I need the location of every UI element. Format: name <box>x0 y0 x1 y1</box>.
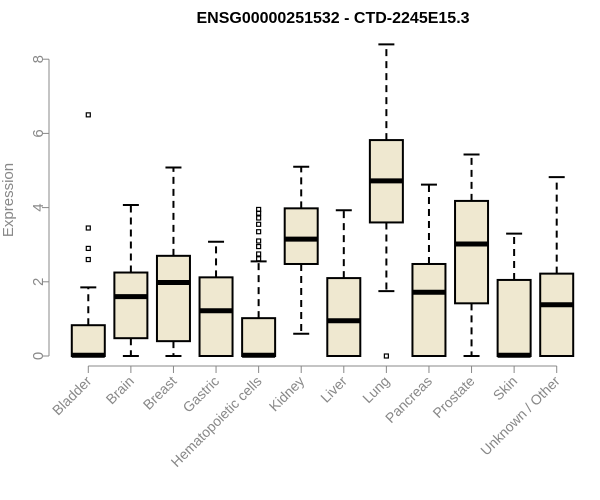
box-rect <box>496 278 532 358</box>
outlier-point <box>256 206 262 213</box>
x-tick-label: Lung <box>359 373 392 406</box>
y-tick-label: 0 <box>30 352 47 360</box>
outlier-point <box>383 353 389 359</box>
x-tick-label: Breast <box>140 373 180 413</box>
x-tick-label: Bladder <box>49 373 95 419</box>
x-tick-label: Brain <box>103 373 137 407</box>
box-bladder <box>70 112 106 358</box>
box-rect <box>155 254 191 343</box>
outlier-point <box>256 238 262 244</box>
box-rect <box>198 276 234 357</box>
box-brain <box>113 204 149 357</box>
box-rect <box>283 207 319 265</box>
x-tick-label: Prostate <box>429 373 477 421</box>
y-tick-label: 2 <box>30 278 47 286</box>
outlier-point <box>256 221 262 227</box>
box-kidney <box>283 165 319 335</box>
box-rect <box>454 199 490 305</box>
outlier-point <box>256 229 262 235</box>
box-rect <box>113 271 149 340</box>
box-prostate <box>454 153 490 357</box>
y-tick-label: 8 <box>30 55 47 63</box>
box-rect <box>326 277 362 357</box>
box-unknown-other <box>539 176 575 357</box>
box-liver <box>326 209 362 357</box>
outlier-point <box>85 225 91 231</box>
chart-title: ENSG00000251532 - CTD-2245E15.3 <box>196 10 469 27</box>
outlier-point <box>256 256 262 262</box>
x-tick-label: Unknown / Other <box>477 373 563 459</box>
y-tick-label: 6 <box>30 129 47 137</box>
box-hematopoietic-cells <box>241 206 277 358</box>
box-rect <box>241 317 277 357</box>
boxes-group <box>70 43 575 359</box>
outlier-point <box>256 251 262 257</box>
box-gastric <box>198 240 234 357</box>
outlier-point <box>256 243 262 250</box>
x-tick-label: Skin <box>490 373 521 404</box>
outlier-point <box>85 112 91 118</box>
box-breast <box>155 166 191 357</box>
outlier-point <box>85 245 91 252</box>
box-rect <box>539 272 575 357</box>
outlier-point <box>85 256 91 263</box>
x-tick-label: Kidney <box>266 373 308 415</box>
box-rect <box>411 262 447 358</box>
box-rect <box>70 324 106 357</box>
outlier-point <box>256 215 262 221</box>
box-lung <box>368 43 404 359</box>
x-tick-label: Gastric <box>179 373 222 416</box>
y-axis: 0 2 4 6 8 <box>30 55 50 360</box>
box-pancreas <box>411 183 447 358</box>
y-axis-label: Expression <box>0 163 17 237</box>
x-tick-label: Liver <box>317 373 350 406</box>
y-tick-label: 4 <box>30 203 47 211</box>
x-tick-label: Pancreas <box>382 373 435 426</box>
box-skin <box>496 232 532 358</box>
